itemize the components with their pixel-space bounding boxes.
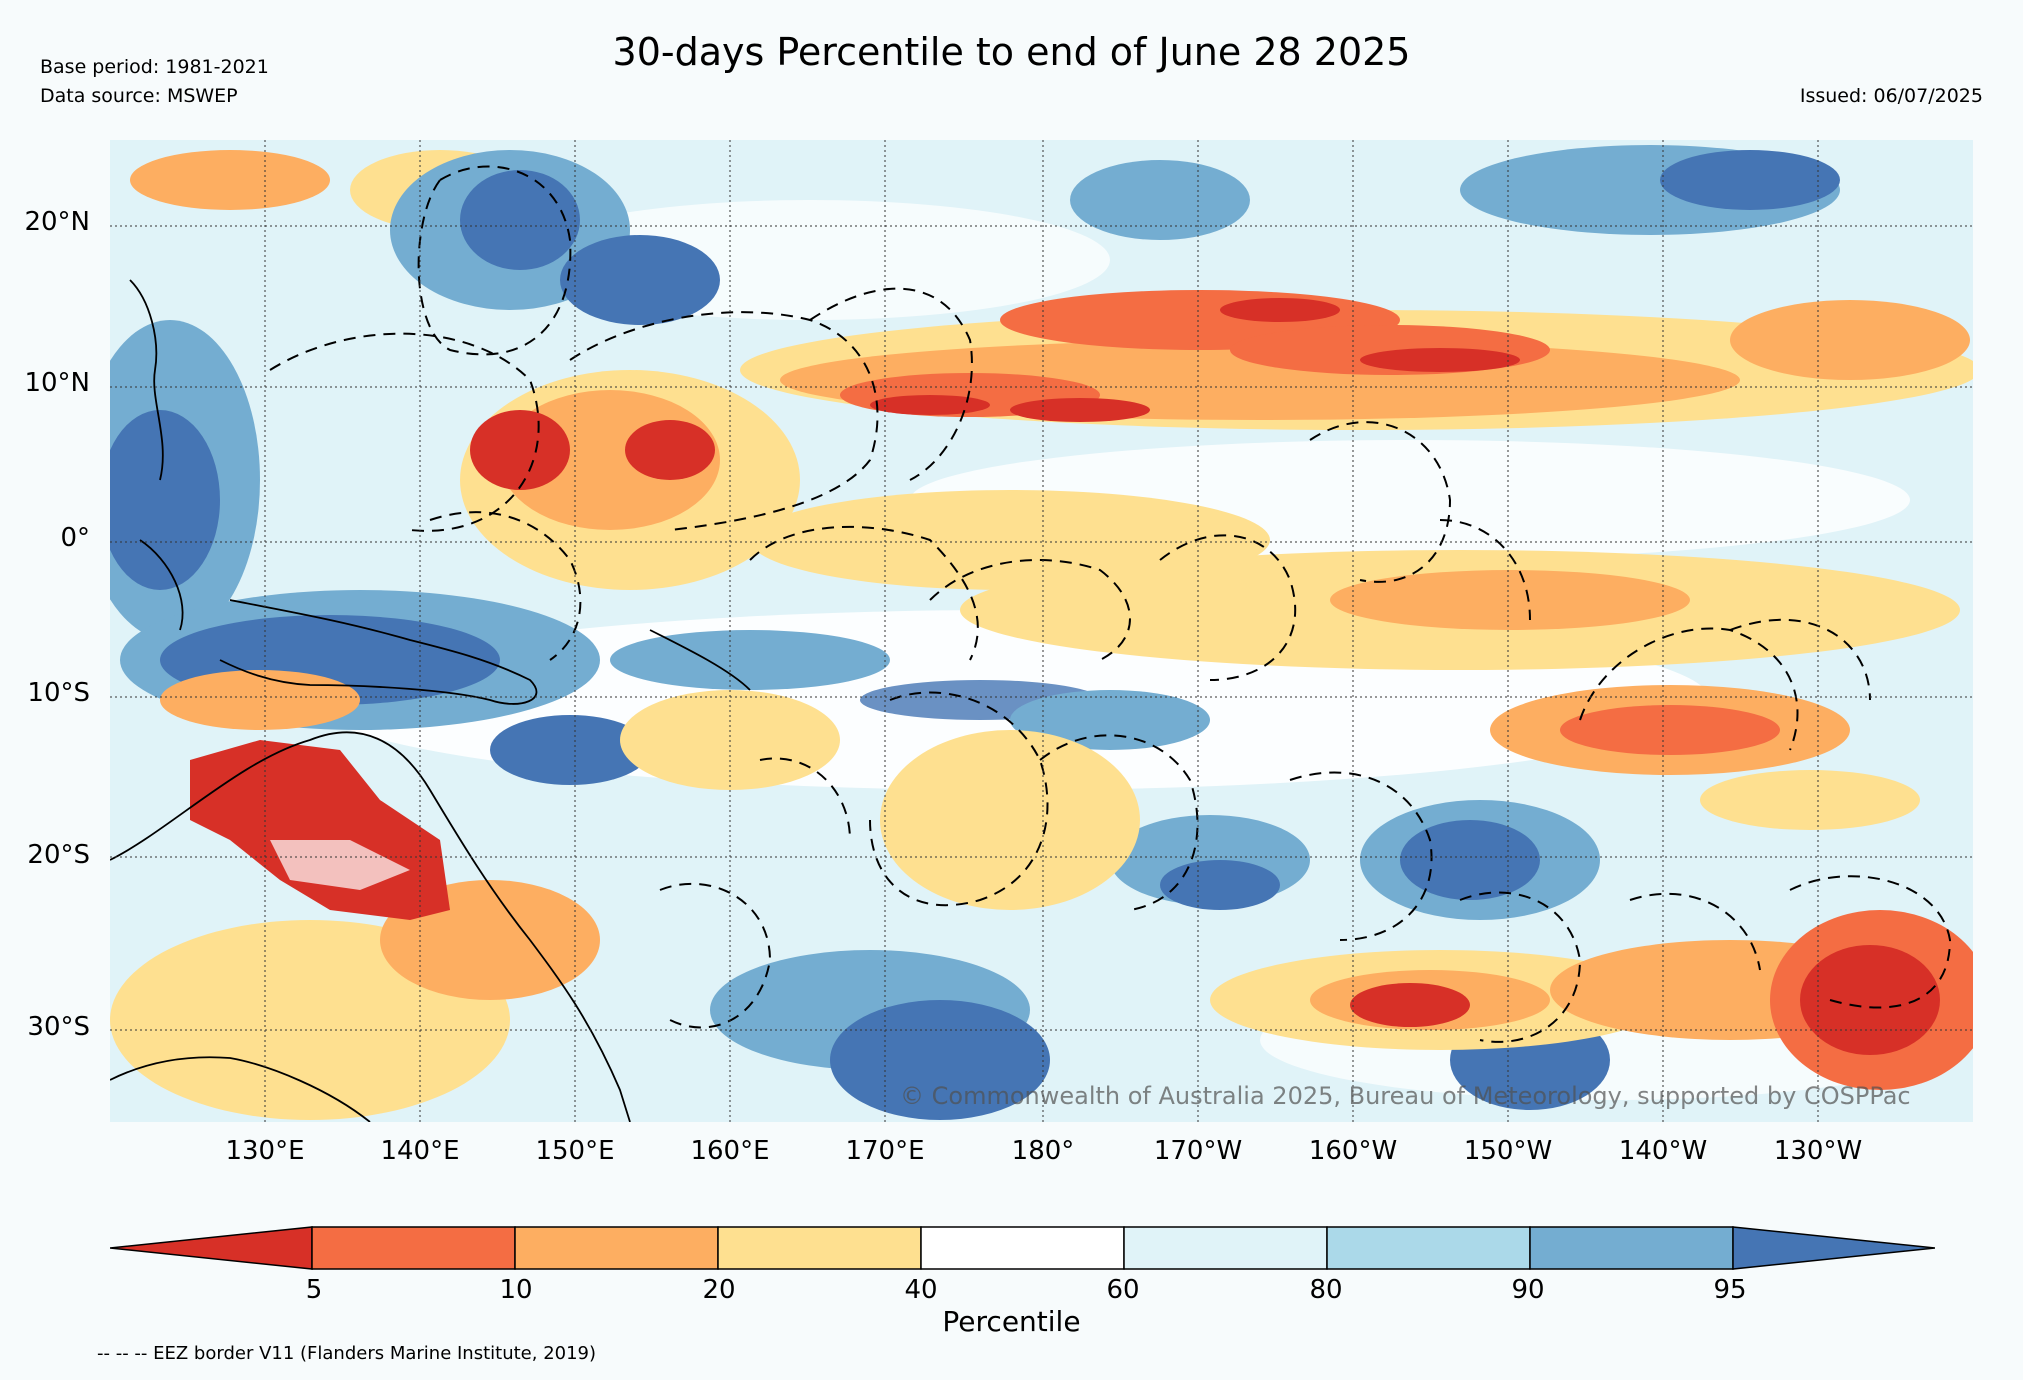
colorbar-segment — [920, 1226, 1125, 1270]
lon-label-140e: 140°E — [380, 1136, 460, 1166]
eez-border-note: -- -- -- EEZ border V11 (Flanders Marine… — [97, 1343, 597, 1364]
colorbar-label: Percentile — [942, 1305, 1081, 1338]
colorbar-segment — [717, 1226, 922, 1270]
colorbar-extend-high — [1732, 1226, 1935, 1270]
lat-label-30s: 30°S — [27, 1012, 90, 1042]
lon-label-140w: 140°W — [1618, 1136, 1708, 1166]
map-gridlines — [110, 140, 1973, 1122]
lon-label-150w: 150°W — [1463, 1136, 1553, 1166]
colorbar-segment — [1123, 1226, 1328, 1270]
percentile-map — [110, 140, 1973, 1122]
lon-label-160w: 160°W — [1308, 1136, 1398, 1166]
eez-borders — [269, 165, 1952, 1043]
colorbar-segment — [1326, 1226, 1531, 1270]
data-source-note: Data source: MSWEP — [40, 85, 238, 107]
lat-label-equator: 0° — [60, 523, 90, 553]
lon-label-150e: 150°E — [535, 1136, 615, 1166]
colorbar-tick-10: 10 — [499, 1275, 533, 1305]
colorbar-segment — [1529, 1226, 1734, 1270]
colorbar-segments — [110, 1226, 1935, 1270]
colorbar-tick-5: 5 — [305, 1275, 323, 1305]
percentile-fields — [110, 145, 1973, 1120]
colorbar-tick-60: 60 — [1106, 1275, 1140, 1305]
lon-label-130e: 130°E — [225, 1136, 305, 1166]
coastlines — [110, 279, 751, 1122]
colorbar-segment — [514, 1226, 719, 1270]
map-copyright: © Commonwealth of Australia 2025, Bureau… — [900, 1082, 1911, 1110]
lon-label-130w: 130°W — [1773, 1136, 1863, 1166]
colorbar-tick-90: 90 — [1511, 1275, 1545, 1305]
lon-label-160e: 160°E — [690, 1136, 770, 1166]
lon-label-180: 180° — [1011, 1136, 1075, 1166]
colorbar-tick-80: 80 — [1309, 1275, 1343, 1305]
map-title: 30-days Percentile to end of June 28 202… — [612, 30, 1411, 74]
lat-label-20n: 20°N — [24, 207, 90, 237]
colorbar-segment — [311, 1226, 516, 1270]
base-period-note: Base period: 1981-2021 — [40, 56, 269, 78]
percentile-colorbar — [110, 1226, 1935, 1270]
lat-label-20s: 20°S — [27, 840, 90, 870]
colorbar-extend-low — [110, 1226, 313, 1270]
lon-label-170w: 170°W — [1153, 1136, 1243, 1166]
colorbar-tick-40: 40 — [904, 1275, 938, 1305]
colorbar-tick-20: 20 — [702, 1275, 736, 1305]
lat-label-10s: 10°S — [27, 678, 90, 708]
lat-label-10n: 10°N — [24, 368, 90, 398]
colorbar-tick-95: 95 — [1713, 1275, 1747, 1305]
lon-label-170e: 170°E — [845, 1136, 925, 1166]
issued-date: Issued: 06/07/2025 — [1799, 85, 1983, 107]
